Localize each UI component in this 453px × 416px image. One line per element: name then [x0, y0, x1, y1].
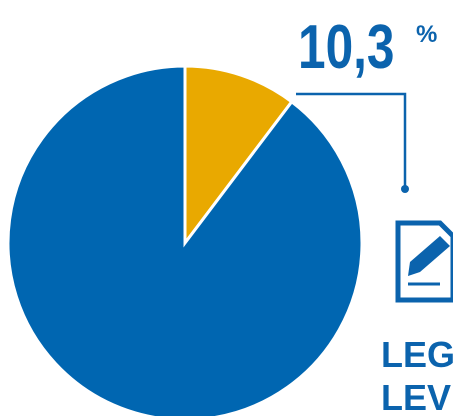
value-label: 10,3	[298, 12, 395, 82]
pie-slice	[183, 64, 294, 248]
leader-dot	[401, 185, 409, 193]
leader-line	[296, 92, 407, 188]
note: LEV	[381, 377, 451, 416]
pie-slice	[6, 64, 364, 416]
document-icon	[395, 220, 453, 303]
value-unit: %	[416, 21, 437, 48]
pie	[6, 64, 364, 416]
note: LEG	[381, 334, 453, 375]
